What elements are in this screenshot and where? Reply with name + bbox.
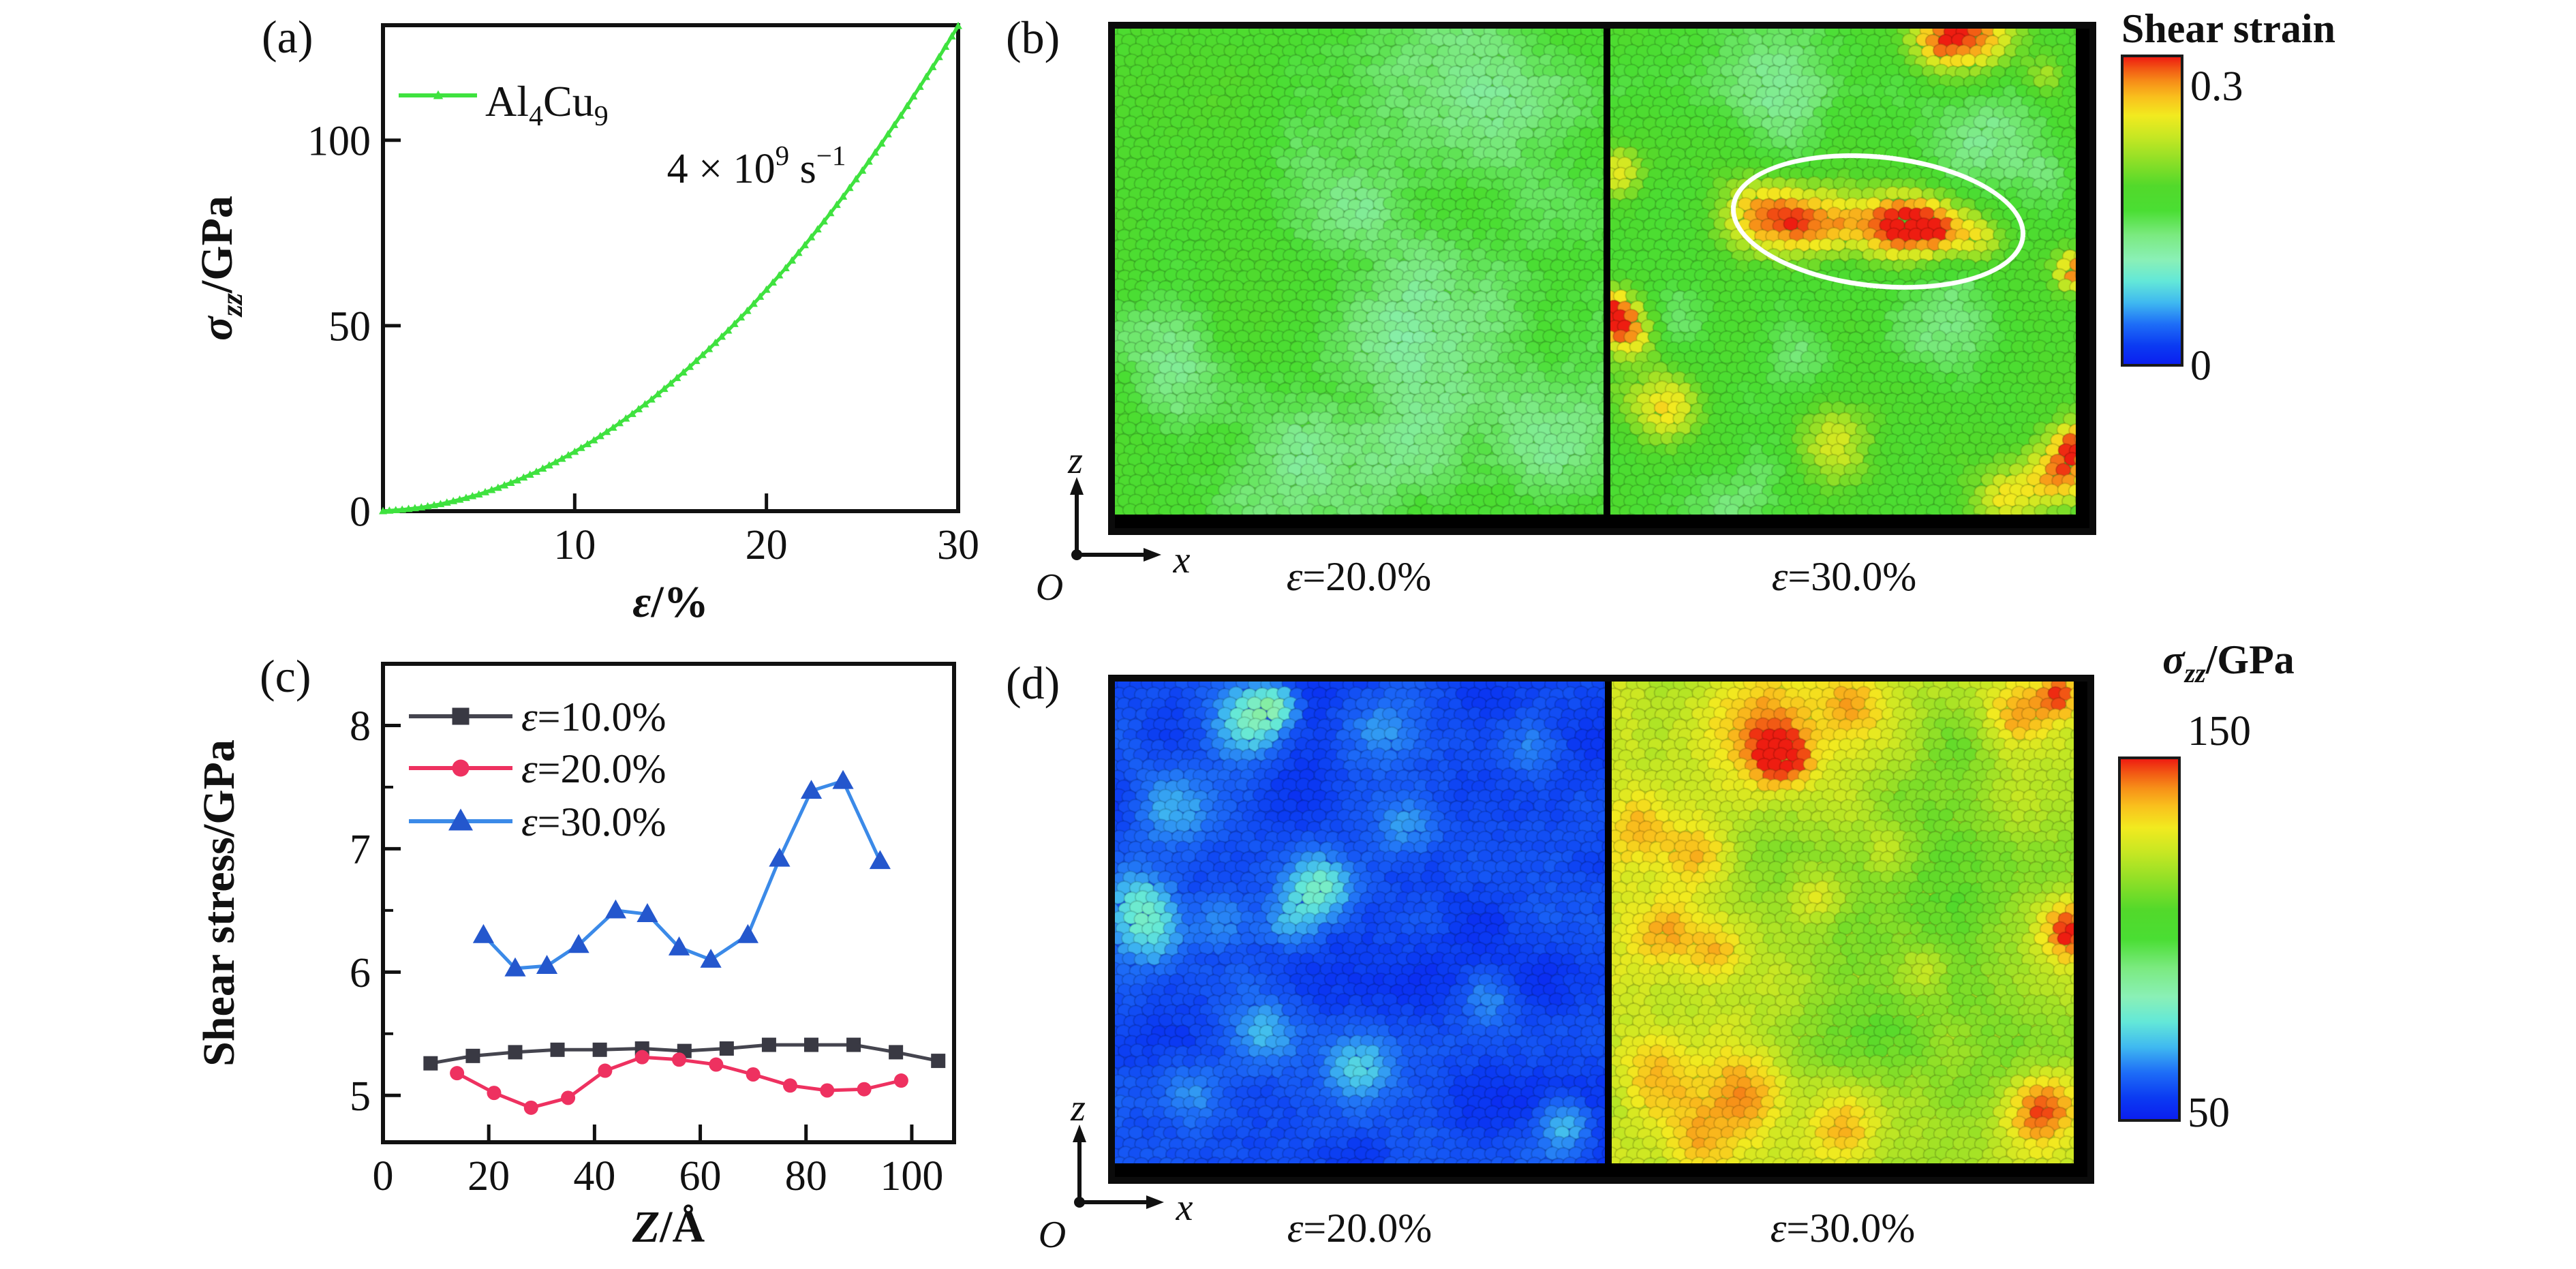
panel-a-legend-label: Al4Cu9 — [485, 77, 609, 132]
triad-x-label-d: x — [1176, 1187, 1193, 1229]
svg-text:30: 30 — [937, 522, 979, 568]
panel-c-xlabel: Z/Å — [632, 1202, 705, 1252]
atom-snapshot-d-strain30 — [1612, 682, 2074, 1163]
panel-c-legend-label-3: ε=30.0% — [521, 799, 666, 844]
triad-z-label-b: z — [1068, 440, 1083, 482]
svg-text:5: 5 — [350, 1073, 371, 1120]
svg-text:7: 7 — [350, 827, 371, 873]
snapshot-label-b-30: ε=30.0% — [1771, 554, 1917, 599]
colorbar-b-title: Shear strain — [2121, 6, 2335, 51]
triad-x-label-b: x — [1173, 539, 1191, 581]
colorbar-b-min: 0 — [2190, 343, 2211, 389]
strain-rate-annotation: 4 × 109 s−1 — [667, 140, 846, 192]
panel-c-legend-label-1: ε=10.0% — [521, 694, 666, 739]
panel-d-frame — [1108, 675, 2094, 1184]
svg-text:8: 8 — [350, 703, 371, 750]
panel-a-tag: (a) — [262, 11, 313, 63]
atom-snapshot-d-strain20 — [1115, 682, 1605, 1163]
panel-a-chart: 0 50 100 10 20 30 σzz/GPa ε/% Al4Cu9 4 × 109 s−1 — [192, 21, 979, 627]
panel-b-tag: (b) — [1006, 12, 1060, 63]
svg-text:80: 80 — [785, 1153, 827, 1199]
panel-c-legend-item-2: ε=20.0% — [409, 746, 666, 791]
svg-text:6: 6 — [350, 950, 371, 996]
svg-text:0: 0 — [373, 1153, 394, 1199]
svg-text:10: 10 — [553, 522, 596, 568]
svg-text:20: 20 — [467, 1153, 510, 1199]
colorbar-d-max: 150 — [2188, 708, 2251, 754]
colorbar-d — [2118, 756, 2181, 1122]
svg-text:40: 40 — [573, 1153, 615, 1199]
panel-c-legend-item-1: ε=10.0% — [409, 694, 666, 739]
colorbar-d-title: σzz/GPa — [2162, 637, 2295, 688]
panel-b-frame — [1108, 22, 2096, 535]
svg-text:100: 100 — [307, 118, 371, 164]
triad-origin-label-b: O — [1035, 566, 1064, 609]
panel-a-legend: Al4Cu9 — [399, 77, 609, 132]
panel-c-ylabel: Shear stress/GPa — [194, 739, 244, 1067]
atom-snapshot-b-strain20 — [1115, 29, 1604, 515]
triad-origin-label-d: O — [1038, 1214, 1067, 1256]
snapshot-label-d-30: ε=30.0% — [1770, 1206, 1916, 1251]
atom-snapshot-b-strain30 — [1610, 29, 2076, 515]
panel-c-legend-item-3: ε=30.0% — [409, 799, 666, 844]
snapshot-label-d-20: ε=20.0% — [1287, 1206, 1432, 1251]
panel-a-ylabel: σzz/GPa — [192, 196, 249, 341]
svg-text:100: 100 — [880, 1153, 943, 1199]
svg-text:20: 20 — [746, 522, 788, 568]
snapshot-label-b-20: ε=20.0% — [1286, 554, 1432, 599]
colorbar-b — [2121, 55, 2183, 367]
svg-text:60: 60 — [679, 1153, 722, 1199]
triad-z-label-d: z — [1071, 1087, 1086, 1129]
colorbar-d-min: 50 — [2188, 1090, 2230, 1136]
panel-c-tag: (c) — [260, 650, 311, 702]
panel-a-xlabel: ε/% — [632, 577, 708, 627]
panel-c-legend-label-2: ε=20.0% — [521, 746, 666, 791]
svg-text:0: 0 — [350, 489, 371, 536]
svg-text:50: 50 — [328, 304, 371, 350]
colorbar-b-max: 0.3 — [2190, 63, 2243, 110]
panel-d-tag: (d) — [1006, 657, 1060, 709]
